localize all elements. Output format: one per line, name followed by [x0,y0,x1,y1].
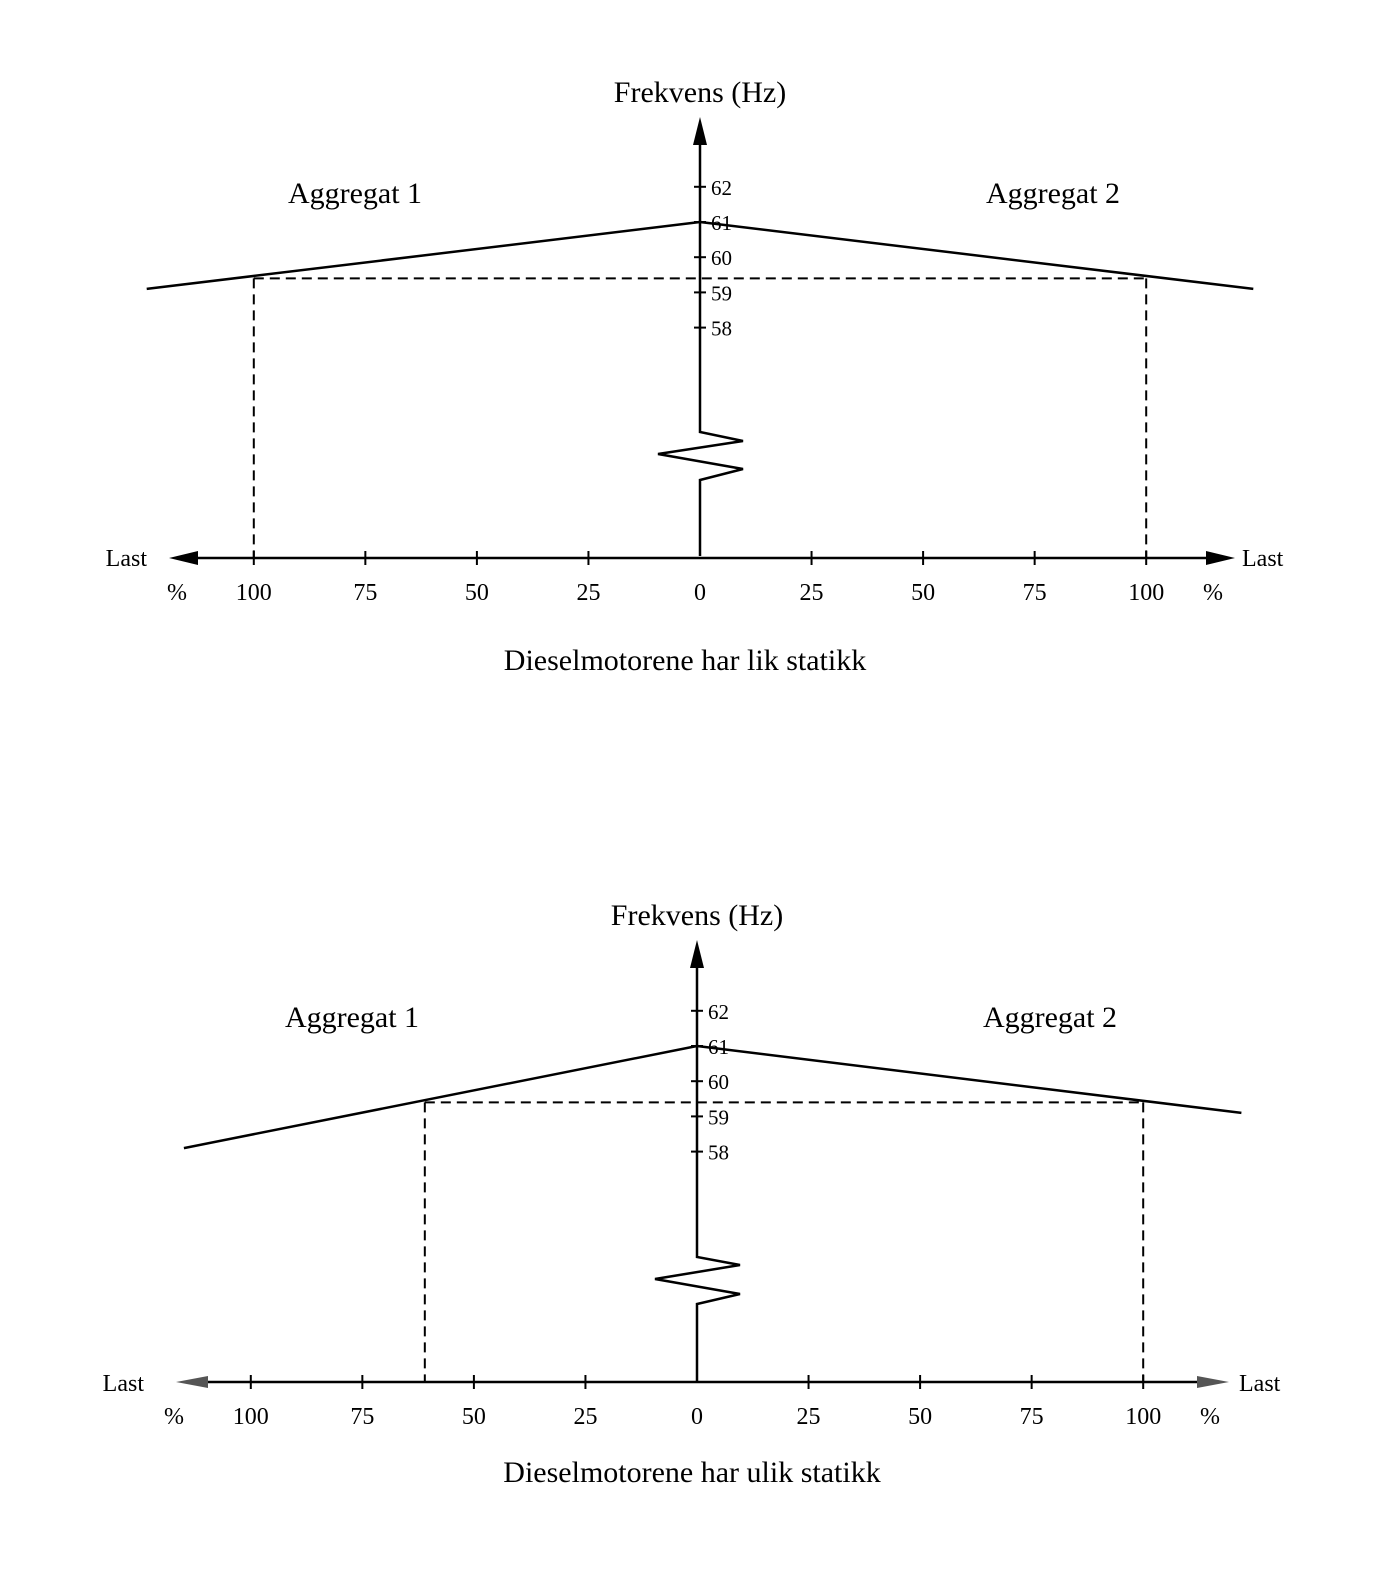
y-tick-label: 58 [708,1141,729,1165]
x-axis-label-right: Last [1242,546,1284,572]
y-tick-label: 62 [711,176,732,200]
y-axis-line-with-break [654,968,741,1381]
x-tick-label: 100 [236,580,272,606]
series-lines [146,220,1254,291]
y-tick-label: 62 [708,1000,729,1024]
y-tick-label: 61 [711,211,732,235]
chart-equal-droop: Frekvens (Hz) Aggregat 1 Aggregat 2 62 61… [106,76,1284,677]
series-line-aggregat-2 [696,1044,1242,1115]
series-line-aggregat-1 [146,220,701,291]
x-axis-left-arrow [169,551,198,565]
x-tick-label: 25 [576,580,600,606]
series-label-aggregat-1: Aggregat 1 [285,1001,419,1034]
y-axis-title: Frekvens (Hz) [614,76,786,109]
y-axis-arrow [690,940,704,968]
y-ticks: 62 61 60 59 58 [691,1000,729,1165]
x-ticks: 100 75 50 25 0 25 50 75 100 [236,551,1164,606]
series-line-aggregat-2 [699,220,1254,291]
chart-caption: Dieselmotorene har lik statikk [504,644,866,677]
operating-point-guides [423,1101,1145,1382]
y-axis-line-with-break [657,145,744,556]
x-axis-left-arrow [176,1376,208,1388]
y-tick-label: 60 [708,1070,729,1094]
x-tick-label: 50 [911,580,935,606]
series-label-aggregat-2: Aggregat 2 [983,1001,1117,1034]
x-ticks: 100 75 50 25 0 25 50 75 100 [233,1375,1161,1430]
x-tick-label: 25 [800,580,824,606]
x-tick-label-zero: 0 [694,580,706,606]
x-tick-label: 100 [1125,1404,1161,1430]
percent-label-right: % [1203,580,1223,606]
x-tick-label: 50 [908,1404,932,1430]
x-tick-label: 50 [462,1404,486,1430]
x-axis-right-arrow [1197,1376,1229,1388]
y-tick-label: 58 [711,317,732,341]
operating-point-guides [252,277,1148,558]
y-axis-arrow [693,117,707,145]
x-tick-label: 75 [353,580,377,606]
percent-label-right: % [1200,1404,1220,1430]
y-axis-title: Frekvens (Hz) [611,899,783,932]
x-tick-label: 100 [233,1404,269,1430]
chart-unequal-droop: Frekvens (Hz) Aggregat 1 Aggregat 2 62 61… [103,899,1281,1489]
x-tick-label-zero: 0 [691,1404,703,1430]
x-tick-label: 50 [465,580,489,606]
x-tick-label: 25 [573,1404,597,1430]
y-tick-label: 61 [708,1035,729,1059]
series-label-aggregat-1: Aggregat 1 [288,177,422,210]
x-axis-label-left: Last [106,546,148,572]
series-lines [183,1044,1242,1150]
x-axis-right-arrow [1206,551,1235,565]
series-label-aggregat-2: Aggregat 2 [986,177,1120,210]
x-tick-label: 75 [350,1404,374,1430]
percent-label-left: % [164,1404,184,1430]
x-tick-label: 100 [1128,580,1164,606]
series-line-aggregat-1 [183,1044,698,1150]
y-tick-label: 60 [711,246,732,270]
x-tick-label: 75 [1020,1404,1044,1430]
percent-label-left: % [167,580,187,606]
x-tick-label: 25 [797,1404,821,1430]
y-tick-label: 59 [708,1105,729,1129]
x-axis-label-left: Last [103,1371,145,1397]
y-ticks: 62 61 60 59 58 [694,176,732,341]
x-tick-label: 75 [1023,580,1047,606]
x-axis-label-right: Last [1239,1371,1281,1397]
y-tick-label: 59 [711,281,732,305]
chart-caption: Dieselmotorene har ulik statikk [503,1456,880,1489]
